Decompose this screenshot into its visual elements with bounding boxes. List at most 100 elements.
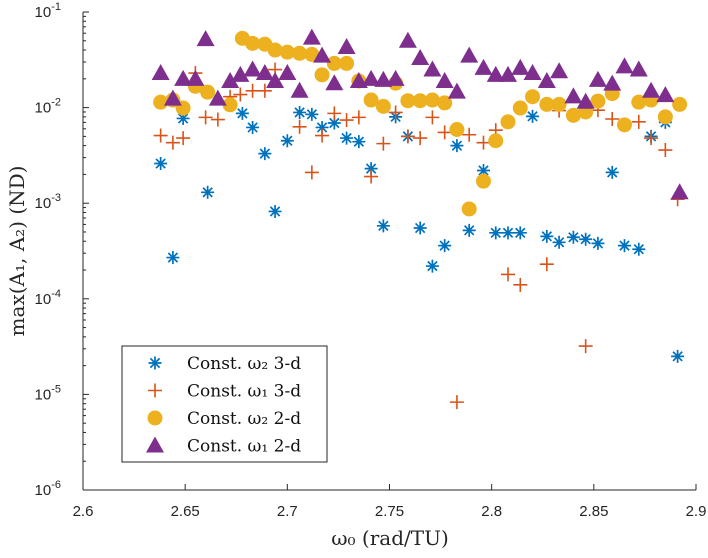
data-point-star <box>327 116 341 130</box>
data-point-plus <box>462 127 477 142</box>
y-tick-label: 10-1 <box>35 1 61 21</box>
data-point-triangle <box>423 60 442 77</box>
data-point-circle <box>488 133 504 149</box>
data-point-circle <box>363 92 379 108</box>
data-point-plus <box>233 87 248 102</box>
data-point-star <box>235 106 249 120</box>
data-point-triangle <box>656 86 675 103</box>
data-point-star <box>540 229 554 243</box>
data-point-star <box>605 165 619 179</box>
data-point-plus <box>578 339 593 354</box>
data-point-plus <box>605 111 620 126</box>
data-point-triangle <box>499 65 518 82</box>
data-point-star <box>489 226 503 240</box>
data-point-circle <box>424 92 440 108</box>
data-point-star <box>154 157 168 171</box>
data-point-circle <box>500 114 516 130</box>
series-circle <box>153 30 688 217</box>
data-point-circle <box>292 45 308 61</box>
data-point-triangle <box>337 38 356 55</box>
data-point-triangle <box>302 28 321 45</box>
y-tick-label: 10-4 <box>35 288 61 308</box>
data-point-triangle <box>231 65 250 82</box>
data-point-plus <box>539 257 554 272</box>
data-point-triangle <box>243 60 262 77</box>
data-point-triangle <box>186 69 205 86</box>
data-point-triangle <box>278 64 297 81</box>
data-point-plus <box>351 110 366 125</box>
x-tick-label: 2.9 <box>686 503 707 520</box>
data-point-triangle <box>386 69 405 86</box>
y-tick-label: 10-6 <box>35 479 61 499</box>
data-point-star <box>526 109 540 123</box>
data-point-triangle <box>629 60 648 77</box>
data-point-circle <box>461 201 477 217</box>
legend-marker-plus <box>148 383 162 398</box>
data-point-circle <box>412 93 428 109</box>
legend-label: Const. ω₁ 2-d <box>187 437 301 457</box>
data-point-triangle <box>398 31 417 48</box>
legend-label: Const. ω₂ 2-d <box>187 409 301 429</box>
data-point-star <box>617 239 631 253</box>
data-point-star <box>305 107 319 121</box>
data-point-star <box>176 111 190 125</box>
data-point-circle <box>512 100 528 116</box>
axes: 2.6 2.65 2.7 2.75 2.8 2.85 2.9 10-6 10-5 10-4 10-3… <box>35 1 707 520</box>
data-point-triangle <box>196 30 215 47</box>
y-tick-label: 10-2 <box>35 97 61 117</box>
data-point-circle <box>222 97 238 113</box>
data-point-star <box>513 226 527 240</box>
data-point-triangle <box>208 89 227 106</box>
data-point-circle <box>437 95 453 111</box>
data-point-circle <box>590 93 606 109</box>
data-point-circle <box>400 93 416 109</box>
data-point-star <box>632 242 646 256</box>
data-point-circle <box>153 94 169 110</box>
data-point-plus <box>153 128 168 143</box>
data-point-plus <box>413 131 428 146</box>
data-point-circle <box>657 109 673 125</box>
data-point-triangle <box>642 81 661 98</box>
data-point-star <box>566 230 580 244</box>
data-point-circle <box>267 42 283 58</box>
x-tick-label: 2.6 <box>73 503 94 520</box>
data-point-star <box>340 131 354 145</box>
data-point-triangle <box>460 46 479 63</box>
data-point-circle <box>551 96 567 112</box>
legend: Const. ω₂ 3-d Const. ω₁ 3-d Const. ω₂ 2-d C… <box>121 345 328 463</box>
data-point-star <box>352 135 366 149</box>
data-point-star <box>671 349 685 363</box>
data-point-circle <box>339 55 355 71</box>
data-point-star <box>293 105 307 119</box>
data-point-star <box>315 120 329 134</box>
legend-marker-circle <box>147 410 163 426</box>
data-point-star <box>364 162 378 176</box>
data-point-triangle <box>151 64 170 81</box>
data-point-plus <box>245 83 260 98</box>
x-tick-label: 2.85 <box>579 503 608 520</box>
data-point-circle <box>539 96 555 112</box>
y-tick-label: 10-3 <box>35 192 61 212</box>
data-point-star <box>591 236 605 250</box>
data-point-triangle <box>523 64 542 81</box>
data-point-star <box>438 239 452 253</box>
data-point-star <box>501 226 515 240</box>
data-point-star <box>476 163 490 177</box>
data-point-triangle <box>290 81 309 98</box>
data-point-plus <box>400 129 415 144</box>
data-point-star <box>413 221 427 235</box>
data-point-triangle <box>266 71 285 88</box>
data-point-circle <box>565 107 581 123</box>
data-point-circle <box>672 96 688 112</box>
legend-marker-triangle <box>146 436 164 453</box>
data-point-star <box>280 134 294 148</box>
data-point-star <box>166 251 180 265</box>
data-point-plus <box>658 143 673 158</box>
data-point-circle <box>631 94 647 110</box>
data-point-circle <box>475 173 491 189</box>
data-point-plus <box>304 165 319 180</box>
data-point-triangle <box>362 69 381 86</box>
data-point-triangle <box>313 46 332 63</box>
data-point-triangle <box>486 65 505 82</box>
series-plus <box>153 62 685 410</box>
